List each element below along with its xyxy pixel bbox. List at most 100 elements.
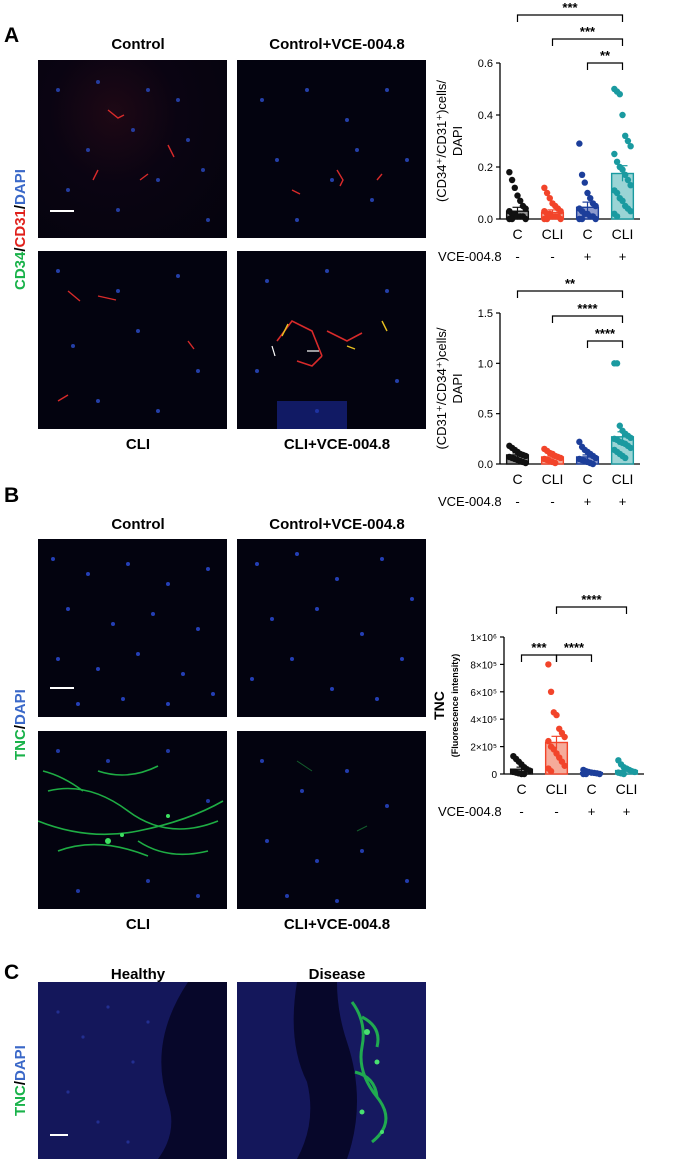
x-tick-label: CLI [616,781,638,797]
panel-letter-a: A [4,24,20,47]
data-point [541,184,548,191]
significance-label: **** [581,592,602,607]
x-tick-label: CLI [542,471,564,487]
treatment-sign: - [550,249,554,262]
y-tick-label: 1×10⁶ [470,633,497,644]
data-point [596,770,603,778]
significance-bracket [555,654,593,662]
y-tick-label: 0.5 [478,409,493,421]
treatment-sign: - [554,804,558,819]
significance-label: *** [531,640,547,655]
data-point [576,438,583,446]
data-point [514,192,521,199]
treatment-label: VCE-004.8 [438,249,502,262]
title-a-control: Control [111,36,165,53]
data-point [613,189,621,197]
stain-label-c: TNC/DAPI [12,1045,29,1116]
treatment-sign: - [519,804,523,819]
panel-letter-c: C [4,961,20,984]
data-point [631,768,638,776]
y-tick-label: 1.0 [478,358,493,370]
data-point [592,202,599,210]
stain-sep: / [12,204,29,210]
title-b-cli: CLI [125,916,151,933]
data-point [506,169,513,176]
chart-a-cd31-cd34: 0.00.51.01.5**********C-CLI-C+CLI+VCE-00… [434,276,640,509]
significance-label: **** [577,301,598,316]
y-axis-label: DAPI [450,373,465,403]
x-tick-label: C [512,226,522,242]
stain-dapi: DAPI [12,689,29,725]
micrograph-a-control [38,60,227,238]
data-point [627,208,634,215]
panel-letter-b: B [4,484,20,507]
data-point [576,140,583,147]
micrograph-b-cli-texture [38,749,224,898]
treatment-sign: + [588,804,596,819]
y-tick-label: 0 [491,770,497,781]
data-point [592,215,599,223]
stain-dapi: DAPI [12,169,29,205]
x-tick-label: C [516,781,526,797]
micrograph-a-cli-vce [237,251,426,429]
significance-label: ** [600,48,611,63]
data-point [622,171,629,178]
title-b-control: Control [111,516,165,533]
data-point [511,184,518,191]
title-c-healthy: Healthy [110,966,166,983]
micrograph-a-control-texture [56,80,210,222]
significance-bracket [520,654,558,662]
data-point [627,434,634,442]
y-axis-label: (CD34⁺/CD31⁺)cells/ [434,80,449,202]
data-point [584,189,591,197]
stain-sep: / [12,725,29,730]
title-b-control-vce: Control+VCE-004.8 [269,516,405,533]
stain-dapi: DAPI [12,1045,29,1081]
treatment-label: VCE-004.8 [438,804,502,819]
data-point [627,143,634,150]
title-a-cli: CLI [125,436,151,453]
x-tick-label: CLI [612,226,634,242]
y-axis-title: (CD31⁺/CD34⁺)cells/DAPI [434,327,465,449]
micrograph-b-control-texture [51,557,215,706]
data-point [547,768,555,775]
micrograph-c-disease-texture [237,982,426,1159]
data-point [526,767,533,774]
y-axis-label: (CD31⁺/CD34⁺)cells/ [434,327,449,449]
x-tick-label: C [582,471,592,487]
y-axis-title: (CD34⁺/CD31⁺)cells/DAPI [434,80,465,202]
data-point [592,454,599,462]
data-point [522,215,529,223]
stain-tnc: TNC [12,729,29,760]
stain-tnc: TNC [12,1085,29,1116]
data-point [624,137,632,145]
data-point [552,459,559,467]
significance-bracket [555,606,628,614]
data-point [620,770,627,778]
data-point [622,132,629,139]
significance-label: ** [565,276,576,291]
treatment-sign: + [584,249,592,262]
significance-bracket [551,38,624,46]
data-point [616,422,623,429]
title-a-control-vce: Control+VCE-004.8 [269,36,405,53]
significance-bracket [551,315,624,323]
data-point [578,171,586,178]
data-point [557,208,564,215]
data-point [561,762,568,769]
stain-sep: / [12,1081,29,1086]
x-tick-label: C [586,781,596,797]
micrograph-c-disease [237,982,426,1159]
y-tick-label: 0.4 [478,110,493,122]
significance-label: **** [564,640,585,655]
data-point [522,205,529,212]
data-point [547,688,555,695]
stain-label-b: TNC/DAPI [12,689,29,760]
significance-label: *** [580,24,596,39]
data-point [613,360,621,367]
micrograph-b-control-vce-texture [250,552,414,701]
scale-bar [50,1134,68,1136]
x-tick-label: CLI [546,781,568,797]
treatment-sign: - [515,249,519,262]
